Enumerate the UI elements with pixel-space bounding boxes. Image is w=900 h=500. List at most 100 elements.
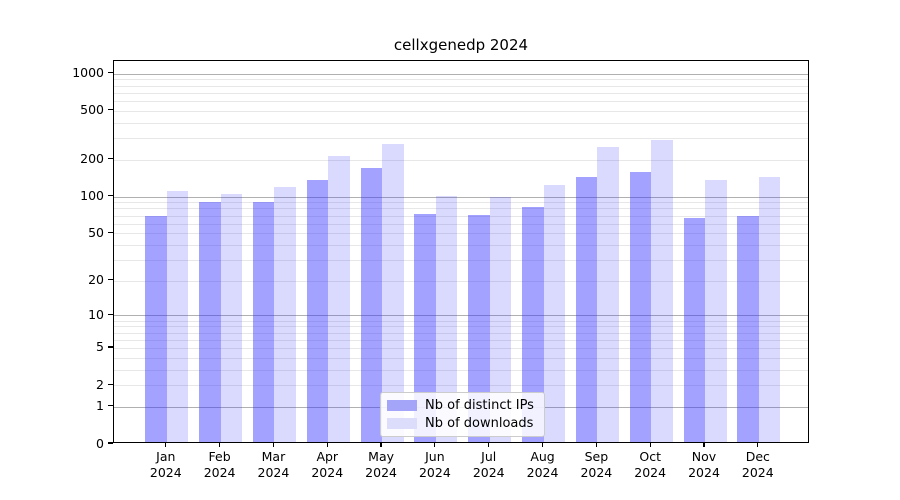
minor-gridline (114, 369, 808, 371)
x-tick-month: Nov (691, 449, 717, 464)
y-tick-label: 0 (96, 435, 104, 451)
y-tick (108, 72, 113, 74)
y-tick (108, 442, 113, 444)
minor-gridline (114, 85, 808, 87)
minor-gridline (114, 138, 808, 140)
y-tick-label: 100 (80, 188, 104, 204)
x-tick (380, 443, 382, 447)
bar-sep-downloads (597, 146, 619, 442)
x-tick-year: 2024 (149, 465, 182, 480)
minor-gridline (114, 347, 808, 349)
legend-item-downloads: Nb of downloads (387, 416, 538, 431)
x-tick-year: 2024 (741, 465, 774, 480)
y-tick-label: 50 (88, 224, 104, 240)
x-tick-month: May (368, 449, 394, 464)
bar-mar-downloads (274, 186, 296, 442)
x-tick-month: Jul (481, 449, 497, 464)
minor-gridline (114, 92, 808, 94)
x-tick-label: Aug 2024 (515, 449, 571, 481)
x-tick-month: Jun (425, 449, 445, 464)
x-tick-label: May 2024 (353, 449, 409, 481)
x-tick-year: 2024 (203, 465, 236, 480)
minor-gridline (114, 202, 808, 204)
grid-layer (114, 61, 808, 442)
y-tick (108, 405, 113, 407)
minor-gridline (114, 244, 808, 246)
minor-gridline (114, 320, 808, 322)
x-tick-month: Dec (745, 449, 770, 464)
bar-dec-downloads (758, 176, 781, 442)
x-tick-year: 2024 (311, 465, 344, 480)
bar-apr-downloads (328, 156, 350, 442)
bar-may-distinct-ips (360, 168, 383, 442)
x-tick-label: Dec 2024 (730, 449, 786, 481)
y-tick (108, 158, 113, 160)
x-tick-label: Nov 2024 (676, 449, 732, 481)
y-tick (108, 279, 113, 281)
x-tick-month: Mar (261, 449, 286, 464)
y-tick-label: 5 (96, 339, 104, 355)
x-tick (757, 443, 759, 447)
legend-swatch-distinct-ips (387, 400, 417, 411)
minor-gridline (114, 332, 808, 334)
y-tick (108, 195, 113, 197)
bar-jul-distinct-ips (468, 214, 490, 442)
minor-gridline (114, 215, 808, 217)
y-tick-label: 10 (88, 306, 104, 322)
bar-feb-downloads (220, 194, 243, 442)
y-tick (108, 346, 113, 348)
bar-feb-distinct-ips (199, 202, 221, 442)
y-tick (108, 383, 113, 385)
minor-gridline (114, 159, 808, 161)
minor-gridline (114, 208, 808, 210)
x-tick (165, 443, 167, 447)
bar-nov-downloads (705, 179, 727, 442)
bar-jan-downloads (166, 190, 189, 442)
x-tick-label: Apr 2024 (299, 449, 355, 481)
legend-item-distinct-ips: Nb of distinct IPs (387, 398, 538, 413)
x-tick (219, 443, 221, 447)
x-tick (649, 443, 651, 447)
y-tick-label: 200 (80, 151, 104, 167)
y-tick (108, 109, 113, 111)
y-tick (108, 313, 113, 316)
x-tick-year: 2024 (526, 465, 559, 480)
bar-layer (114, 61, 808, 442)
x-tick (326, 443, 328, 447)
minor-gridline (114, 385, 808, 387)
x-tick-month: Sep (584, 449, 609, 464)
chart-title: cellxgenedp 2024 (393, 36, 529, 54)
bar-jan-distinct-ips (145, 215, 167, 442)
legend: Nb of distinct IPs Nb of downloads (380, 392, 545, 437)
y-tick-label: 20 (88, 272, 104, 288)
minor-gridline (114, 339, 808, 341)
minor-gridline (114, 326, 808, 328)
minor-gridline (114, 233, 808, 235)
bar-oct-distinct-ips (629, 172, 652, 442)
x-tick-year: 2024 (580, 465, 613, 480)
bar-jun-downloads (435, 196, 458, 442)
x-tick-label: Oct 2024 (622, 449, 678, 481)
bar-aug-downloads (543, 184, 566, 442)
legend-swatch-downloads (387, 418, 417, 429)
bar-oct-downloads (651, 140, 673, 442)
bar-sep-distinct-ips (575, 176, 598, 442)
x-tick (541, 443, 544, 447)
x-tick-year: 2024 (257, 465, 290, 480)
bar-may-downloads (382, 143, 404, 442)
x-tick-month: Jan (156, 449, 176, 464)
minor-gridline (114, 122, 808, 124)
legend-label-downloads: Nb of downloads (425, 416, 534, 431)
minor-gridline (114, 110, 808, 112)
legend-label-distinct-ips: Nb of distinct IPs (425, 398, 534, 413)
x-tick-label: Jul 2024 (461, 449, 517, 481)
bar-aug-distinct-ips (522, 207, 544, 442)
x-tick (272, 443, 275, 447)
x-tick-month: Aug (530, 449, 555, 464)
x-tick-month: Apr (316, 449, 339, 464)
x-tick-month: Feb (208, 449, 231, 464)
minor-gridline (114, 259, 808, 261)
minor-gridline (114, 101, 808, 103)
major-gridline (114, 196, 808, 198)
y-tick (108, 231, 113, 233)
